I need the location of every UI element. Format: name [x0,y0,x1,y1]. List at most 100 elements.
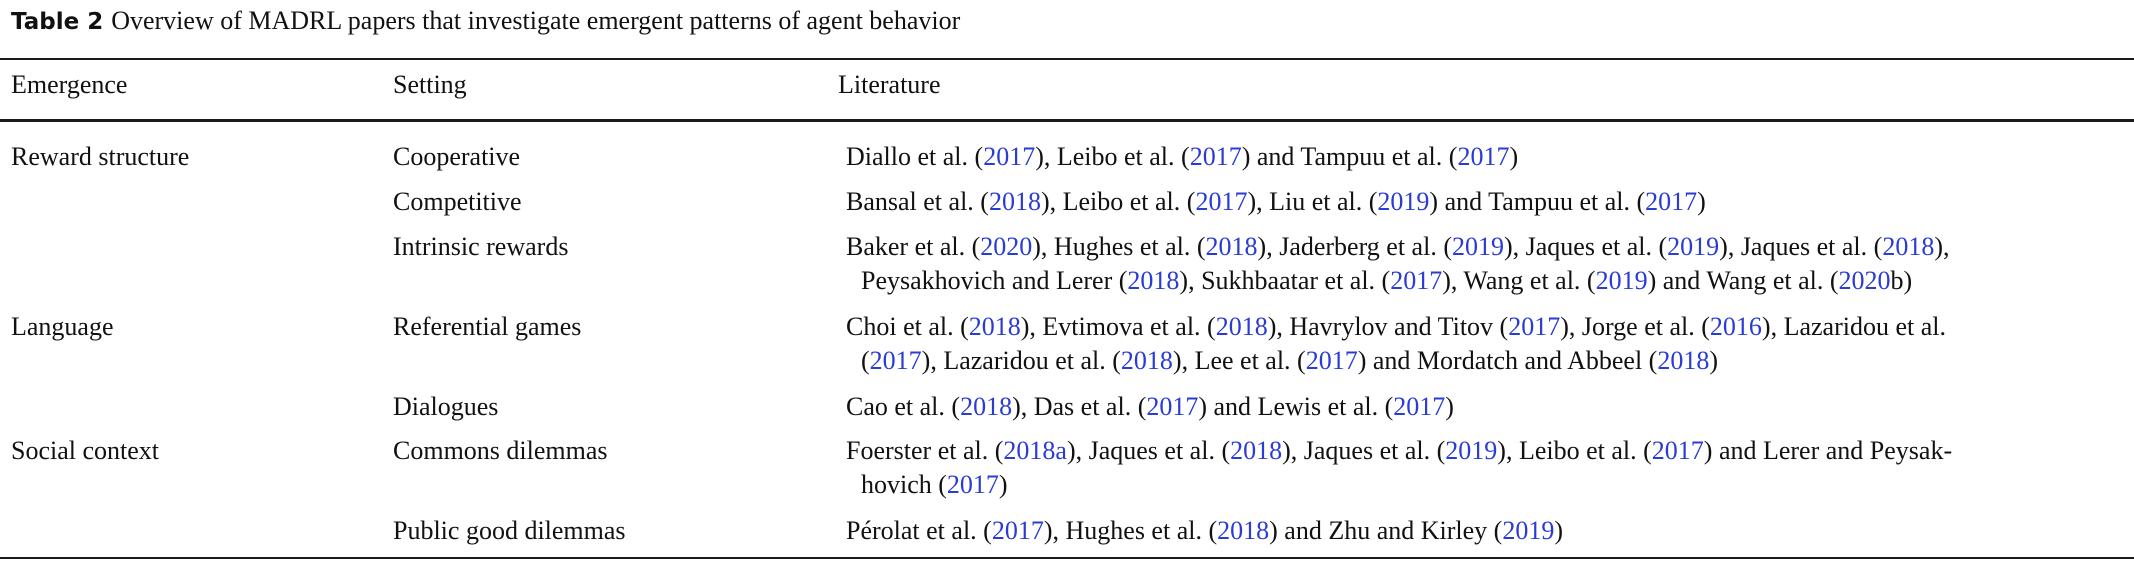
citation-link[interactable]: 2019 [1377,187,1430,216]
row-setting: Cooperative [393,142,521,171]
header-literature: Literature [838,70,941,99]
literature-text: ) and Wang et al. ( [1647,266,1839,295]
literature-line: Bansal et al. (2018), Leibo et al. (2017… [846,185,1706,219]
literature-text: ), Jaques et al. ( [1282,436,1446,465]
citation-link[interactable]: 2017 [1457,142,1510,171]
literature-text: ), Jaques et al. ( [1503,232,1668,261]
table-caption: Table 2 Overview of MADRL papers that inv… [11,6,960,36]
citation-link[interactable]: 2019 [1595,266,1648,295]
literature-text: Choi et al. ( [846,312,969,341]
literature-text: Cao et al. ( [846,392,961,421]
top-rule [0,58,2134,60]
literature-line: (2017), Lazaridou et al. (2018), Lee et … [846,344,1946,378]
literature-text: ) and Tampuu et al. ( [1429,187,1646,216]
literature-text: ), Das et al. ( [1012,392,1147,421]
citation-link[interactable]: 2017 [1195,187,1248,216]
citation-link[interactable]: 2018 [968,312,1021,341]
literature-text: Bansal et al. ( [846,187,989,216]
literature-text: ) and Tampuu et al. ( [1241,142,1458,171]
row-literature: Choi et al. (2018), Evtimova et al. (201… [846,310,1946,378]
literature-text: ), Sukhbaatar et al. ( [1179,266,1391,295]
citation-link[interactable]: 2018 [1215,312,1268,341]
literature-text: ) and Lerer and Peysak- [1703,436,1953,465]
citation-link[interactable]: 2017 [1189,142,1242,171]
literature-text: ) [1445,392,1454,421]
literature-text: ), Leibo et al. ( [1035,142,1190,171]
literature-line: Peysakhovich and Lerer (2018), Sukhbaata… [846,264,1950,298]
table-label: Table 2 [11,9,104,35]
literature-text: hovich ( [861,470,947,499]
citation-link[interactable]: 2018 [1657,346,1710,375]
citation-link[interactable]: 2017 [1305,346,1358,375]
citation-link[interactable]: 2019 [1502,516,1555,545]
row-literature: Pérolat et al. (2017), Hughes et al. (20… [846,514,1563,548]
citation-link[interactable]: 2016 [1709,312,1762,341]
literature-text: ) and Zhu and Kirley ( [1269,516,1503,545]
literature-text: ), Lazaridou et al. ( [921,346,1121,375]
literature-text: Foerster et al. ( [846,436,1004,465]
citation-link[interactable]: 2017 [1508,312,1561,341]
citation-link[interactable]: 2017 [1645,187,1698,216]
literature-text: ), Wang et al. ( [1442,266,1596,295]
literature-text: Pérolat et al. ( [846,516,992,545]
literature-text: ), Hughes et al. ( [1043,516,1218,545]
citation-link[interactable]: 2018 [1127,266,1180,295]
citation-link[interactable]: 2017 [869,346,922,375]
citation-link[interactable]: 2018 [1230,436,1283,465]
row-setting: Commons dilemmas [393,436,608,465]
literature-text: ), Leibo et al. ( [1040,187,1196,216]
literature-text: ), Leibo et al. ( [1497,436,1652,465]
literature-text: ), Hughes et al. ( [1032,232,1206,261]
literature-text: ), Jaques et al. ( [1719,232,1883,261]
literature-text: ), Jorge et al. ( [1560,312,1710,341]
literature-text: ) [1554,516,1563,545]
row-emergence: Language [11,312,114,341]
header-emergence: Emergence [11,70,128,99]
row-setting: Referential games [393,312,582,341]
bottom-rule [0,557,2134,559]
citation-link[interactable]: 2020 [1838,266,1891,295]
citation-link[interactable]: 2018 [988,187,1041,216]
citation-link[interactable]: 2018 [1217,516,1270,545]
row-literature: Cao et al. (2018), Das et al. (2017) and… [846,390,1454,424]
citation-link[interactable]: 2017 [1390,266,1443,295]
literature-text: b) [1890,266,1913,295]
literature-line: Foerster et al. (2018a ), Jaques et al. (… [846,434,1952,468]
row-emergence: Reward structure [11,142,190,171]
citation-link[interactable]: 2017 [1393,392,1446,421]
row-setting: Intrinsic rewards [393,232,569,261]
citation-link[interactable]: 2019 [1445,436,1498,465]
literature-text: ) [1709,346,1719,375]
literature-text: Diallo et al. ( [846,142,984,171]
row-literature: Foerster et al. (2018a ), Jaques et al. (… [846,434,1952,502]
citation-link[interactable]: 2017 [991,516,1044,545]
citation-link[interactable]: 2017 [983,142,1036,171]
literature-line: Diallo et al. (2017), Leibo et al. (2017… [846,140,1518,174]
literature-text: ) [1697,187,1706,216]
row-emergence: Social context [11,436,160,465]
citation-link[interactable]: 2017 [1146,392,1199,421]
literature-text: ) and Lewis et al. ( [1198,392,1394,421]
literature-text: ) and Mordatch and Abbeel ( [1357,346,1658,375]
literature-text: ), Liu et al. ( [1247,187,1378,216]
citation-link[interactable]: 2018 [1120,346,1173,375]
literature-line: Baker et al. (2020), Hughes et al. (2018… [846,230,1950,264]
literature-line: Pérolat et al. (2017), Hughes et al. (20… [846,514,1563,548]
citation-link[interactable]: 2019 [1451,232,1504,261]
citation-link[interactable]: 2019 [1667,232,1720,261]
citation-link[interactable]: 2017 [946,470,999,499]
literature-text: ) [998,470,1008,499]
citation-link[interactable]: 2017 [1651,436,1704,465]
literature-line: Choi et al. (2018), Evtimova et al. (201… [846,310,1946,344]
literature-text: ( [861,346,870,375]
literature-line: hovich (2017) [846,468,1952,502]
citation-link[interactable]: 2018 [1882,232,1935,261]
citation-link[interactable]: 2018 [1205,232,1258,261]
citation-link[interactable]: 2020 [980,232,1033,261]
row-literature: Diallo et al. (2017), Leibo et al. (2017… [846,140,1518,174]
citation-link[interactable]: 2018 [960,392,1013,421]
row-setting: Public good dilemmas [393,516,626,545]
citation-link[interactable]: 2018a [1003,436,1067,465]
literature-text: Peysakhovich and Lerer ( [861,266,1128,295]
